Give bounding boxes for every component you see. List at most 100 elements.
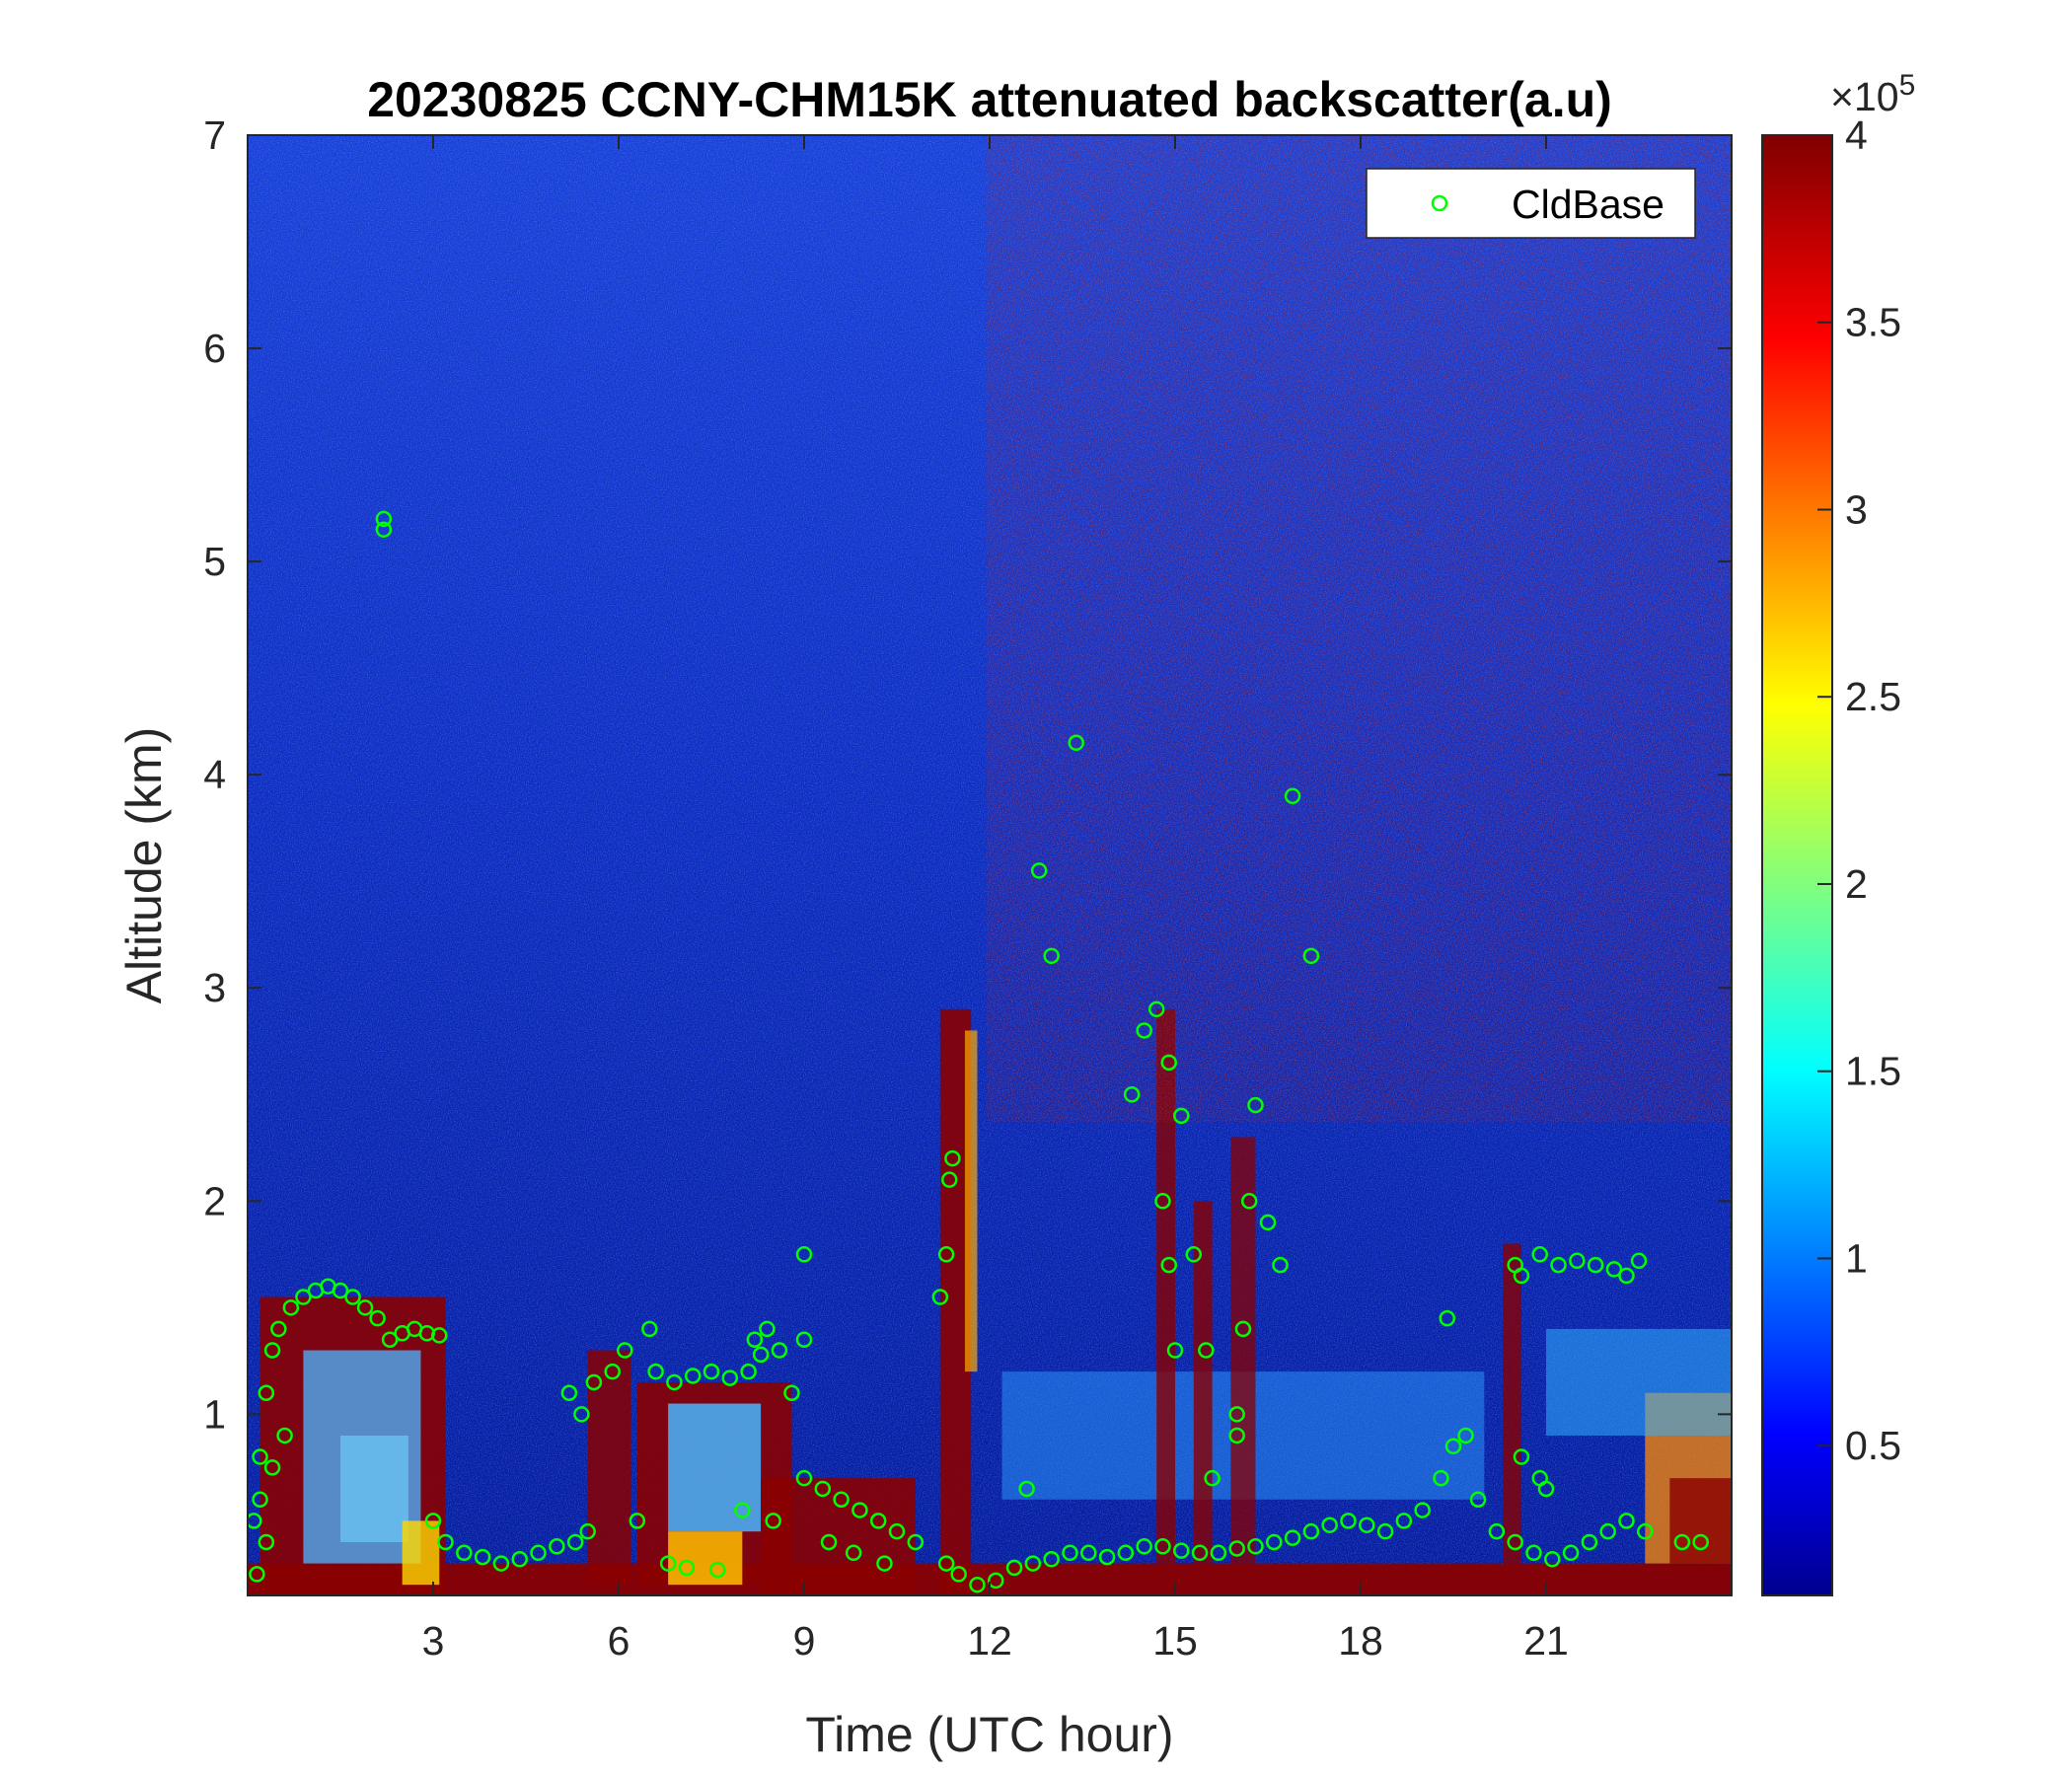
cldbase-point [566,1533,584,1551]
cldbase-point [1098,1548,1116,1566]
cldbase-point [684,1368,702,1384]
cldbase-point [740,1363,757,1380]
colorbar-tick-label: 1 [1845,1235,1868,1281]
cldbase-point [1030,862,1048,879]
cldbase-point [617,1342,633,1359]
colorbar-tick-label: 2 [1845,861,1868,907]
cldbase-point [1068,734,1084,752]
cldbase-point [888,1522,906,1540]
colorbar-tick-label: 3 [1845,486,1868,532]
cldbase-point [356,1299,374,1316]
cldbase-point [1136,1538,1152,1555]
cldbase-point [1340,1513,1357,1529]
cldbase-point [1284,1529,1301,1546]
cldbase-point [795,1246,813,1263]
cldbase-point [1284,787,1301,805]
cldbase-point [1117,1544,1135,1562]
x-tick-label: 21 [1523,1618,1569,1664]
y-tick-label: 3 [203,965,226,1010]
cldbase-point [1302,947,1320,965]
cldbase-point [1599,1522,1616,1540]
cldbase-point [752,1346,770,1364]
cldbase-point [437,1533,454,1551]
legend-marker-icon [1431,194,1448,212]
cldbase-point [1234,1320,1252,1338]
cldbase-point [270,1320,287,1338]
cldbase-point [1272,1256,1289,1274]
cldbase-point [869,1513,887,1529]
cldbase-point [931,1289,949,1305]
cldbase-point [1173,1107,1190,1125]
cldbase-point [263,1342,281,1359]
colorbar-tick-label: 3.5 [1845,300,1901,345]
x-tick-label: 6 [608,1618,630,1664]
y-tick-label: 5 [203,539,226,584]
cldbase-point [1414,1502,1431,1518]
cldbase-point [1581,1533,1598,1551]
cldbase-point [876,1555,893,1572]
cldbase-point [492,1555,510,1572]
x-tick-label: 18 [1338,1618,1383,1664]
cldbase-point [1228,1427,1245,1444]
cldbase-point [1562,1544,1580,1562]
cldbase-point [1173,1542,1190,1559]
backscatter-region [1156,1008,1175,1564]
cldbase-point [263,1459,281,1476]
backscatter-region [1193,1201,1213,1564]
cldbase-point [709,1561,726,1579]
cldbase-point [1160,1054,1177,1072]
backscatter-region [668,1531,743,1586]
cldbase-point [1507,1533,1523,1551]
x-axis-title: Time (UTC hour) [805,1707,1173,1762]
cldbase-point [1376,1522,1394,1540]
x-axis: 3 6 9 12 15 18 21 [422,135,1569,1664]
cldbase-point [1228,1406,1245,1423]
y-tick-label: 6 [203,326,226,371]
cldbase-point [431,1327,448,1344]
colorbar-tick-label: 0.5 [1845,1423,1901,1468]
chart-title: 20230825 CCNY-CHM15K attenuated backscat… [367,72,1612,127]
cldbase-point [295,1289,312,1305]
cldbase-point [249,1566,265,1583]
cldbase-point [1587,1256,1604,1274]
cldbase-point [845,1544,862,1562]
cldbase-point [1618,1267,1635,1285]
cldbase-point [1154,1538,1171,1555]
cldbase-point [820,1533,838,1551]
cldbase-point [344,1289,361,1305]
cldbase-point [1247,1096,1264,1114]
colorbar-tick-label: 1.5 [1845,1049,1901,1094]
cldbase-point [474,1548,491,1566]
cldbase-point [375,521,393,538]
cldbase-point [1062,1544,1078,1562]
cldbase-point [907,1533,925,1551]
cldbase-point [549,1538,565,1555]
cldbase-point [1359,1517,1375,1533]
cldbase-point [1618,1513,1635,1529]
cldbase-point [1123,1086,1141,1103]
heatmap-image [248,135,1732,1595]
cldbase-point [579,1522,596,1540]
y-axis: 1 2 3 4 5 6 7 [203,112,1732,1437]
cldbase-point [795,1469,813,1487]
cldbase-point [258,1384,275,1401]
colorbar-exponent: ×105 [1830,69,1915,119]
cldbase-point [833,1491,850,1509]
backscatter-region [668,1403,762,1532]
x-tick-label: 3 [422,1618,445,1664]
cldbase-point [1513,1448,1530,1465]
y-tick-label: 2 [203,1178,226,1223]
cldbase-point [1185,1246,1203,1263]
cldbase-point [1569,1252,1586,1270]
cldbase-point [1550,1256,1567,1274]
cldbase-point [1210,1544,1227,1562]
cldbase-point [765,1513,781,1529]
x-tick-label: 12 [967,1618,1012,1664]
cldbase-point [941,1171,958,1188]
cldbase-point [1228,1540,1245,1557]
backscatter-region [1669,1478,1732,1564]
cldbase-point [734,1502,751,1518]
y-axis-title: Altitude (km) [116,727,172,1004]
